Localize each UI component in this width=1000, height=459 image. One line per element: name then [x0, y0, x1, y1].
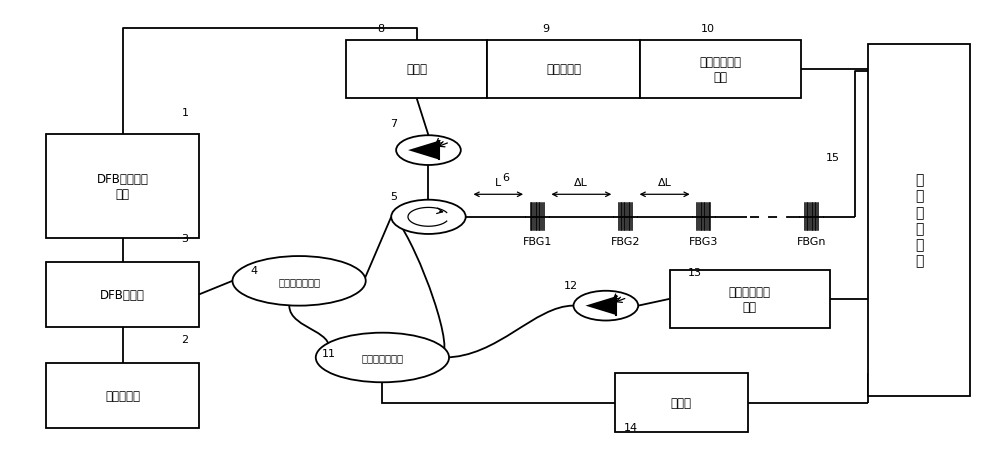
Text: 2: 2	[182, 335, 189, 345]
Circle shape	[574, 291, 638, 321]
Circle shape	[391, 200, 466, 235]
Circle shape	[396, 136, 461, 166]
Polygon shape	[408, 141, 439, 160]
Text: 10: 10	[701, 24, 715, 34]
Bar	[868, 45, 970, 396]
Text: ΔL: ΔL	[574, 178, 588, 188]
Text: 第一个光分路器: 第一个光分路器	[278, 276, 320, 286]
Text: 3: 3	[182, 234, 188, 243]
Bar	[487, 40, 640, 99]
Ellipse shape	[316, 333, 449, 382]
Text: 第二个光分路器: 第二个光分路器	[361, 353, 403, 363]
Text: 7: 7	[390, 119, 397, 129]
Bar	[46, 364, 199, 428]
Text: 9: 9	[542, 24, 549, 34]
Ellipse shape	[232, 257, 366, 306]
Text: 13: 13	[688, 267, 702, 277]
Bar	[615, 374, 748, 432]
Text: DFB频率调制
驱动: DFB频率调制 驱动	[97, 173, 149, 201]
Text: 信
号
处
理
模
块: 信 号 处 理 模 块	[915, 173, 924, 268]
Text: 4: 4	[250, 265, 257, 275]
Text: 第二路数据采
集卡: 第二路数据采 集卡	[729, 285, 771, 313]
Text: ΔL: ΔL	[658, 178, 672, 188]
Bar	[640, 40, 801, 99]
Polygon shape	[585, 297, 616, 315]
Text: L: L	[495, 178, 501, 188]
Text: 1: 1	[182, 107, 188, 118]
Text: 14: 14	[623, 422, 638, 432]
Text: 12: 12	[564, 281, 578, 291]
Text: 8: 8	[378, 24, 385, 34]
Text: 11: 11	[322, 348, 336, 358]
Bar	[346, 40, 487, 99]
Text: FBG2: FBG2	[611, 236, 640, 246]
Bar	[670, 270, 830, 329]
Text: 第一路数据采
集卡: 第一路数据采 集卡	[700, 56, 742, 84]
Text: 光谱仪: 光谱仪	[671, 396, 692, 409]
Text: FBGn: FBGn	[797, 236, 826, 246]
Text: 低通滤波器: 低通滤波器	[546, 63, 581, 76]
Text: 6: 6	[502, 173, 509, 183]
Text: 乘法器: 乘法器	[406, 63, 427, 76]
Bar	[46, 135, 199, 239]
Text: DFB激光器: DFB激光器	[100, 288, 145, 301]
Text: 温度控制器: 温度控制器	[105, 389, 140, 403]
Bar	[46, 263, 199, 327]
Text: 5: 5	[390, 192, 397, 202]
Text: FBG1: FBG1	[523, 236, 552, 246]
Text: 15: 15	[825, 152, 839, 162]
Text: FBG3: FBG3	[689, 236, 719, 246]
